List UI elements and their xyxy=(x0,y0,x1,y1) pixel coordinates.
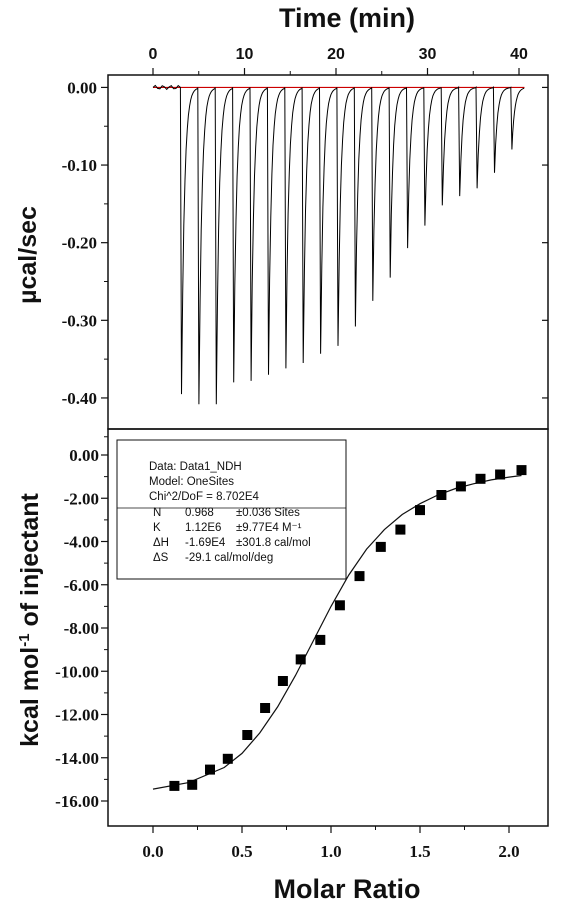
top-y-ticks: 0.00 -0.10 -0.20 -0.30 -0.40 xyxy=(62,78,548,438)
top-x-ticks: 0 10 20 30 40 xyxy=(149,46,528,75)
top-x-tick-label: 0 xyxy=(149,46,158,63)
bottom-x-tick-label: 0.5 xyxy=(231,842,252,861)
bottom-x-axis-label: Molar Ratio xyxy=(273,874,420,904)
legend-param-error: ±9.77E4 M⁻¹ xyxy=(236,522,302,534)
data-point xyxy=(455,481,466,492)
bottom-y-tick-label: -6.00 xyxy=(64,576,99,595)
data-point xyxy=(334,600,345,611)
legend-param-value: 0.968 xyxy=(185,507,214,519)
bottom-y-ticks: 0.00 -2.00 -4.00 -6.00 -8.00 -10.00 -12.00 -14.… xyxy=(55,446,108,811)
ylabel-rest: of injectant xyxy=(16,492,44,633)
legend-param-error: ±0.036 Sites xyxy=(236,507,300,519)
bottom-y-tick-label: 0.00 xyxy=(69,446,99,465)
data-point xyxy=(436,490,447,500)
bottom-x-ticks: 0.0 0.5 1.0 1.5 2.0 xyxy=(142,826,520,861)
data-point xyxy=(395,524,406,535)
data-point xyxy=(475,473,486,484)
top-y-tick-label: 0.00 xyxy=(67,78,97,97)
bottom-y-tick-label: -10.00 xyxy=(55,662,99,681)
bottom-y-tick-label: -4.00 xyxy=(64,533,99,552)
bottom-y-tick-label: -12.00 xyxy=(55,706,99,725)
bottom-x-tick-label: 0.0 xyxy=(142,842,163,861)
data-point xyxy=(495,469,506,480)
legend-line: Chi^2/DoF = 8.702E4 xyxy=(149,491,260,503)
thermogram-trace xyxy=(152,84,525,405)
data-point xyxy=(187,779,198,790)
thermogram-plot xyxy=(152,84,525,405)
bottom-y-tick-label: -8.00 xyxy=(64,619,99,638)
top-axis-title: Time (min) xyxy=(279,3,415,33)
legend-param-name: K xyxy=(153,522,161,534)
data-point xyxy=(315,634,326,645)
legend-line: Model: OneSites xyxy=(149,476,234,488)
legend-param-name: ΔS xyxy=(153,552,169,564)
data-point xyxy=(375,541,386,552)
data-point xyxy=(295,654,306,665)
isotherm-panel: 0.00 -2.00 -4.00 -6.00 -8.00 -10.00 -12.00 -14.… xyxy=(16,428,549,904)
bottom-y-tick-label: -14.00 xyxy=(55,749,99,768)
bottom-x-tick-label: 2.0 xyxy=(498,842,519,861)
top-y-tick-label: -0.20 xyxy=(62,234,97,253)
bottom-y-axis-label: kcal mol-1 of injectant xyxy=(16,492,44,746)
top-x-tick-label: 20 xyxy=(327,46,345,63)
data-point xyxy=(277,676,288,686)
top-y-tick-label: -0.10 xyxy=(62,156,97,175)
data-point xyxy=(415,505,425,516)
ylabel-superscript: -1 xyxy=(16,633,33,646)
bottom-x-tick-label: 1.5 xyxy=(409,842,430,861)
data-point xyxy=(169,780,180,791)
top-plot-frame xyxy=(107,74,549,430)
data-point xyxy=(222,753,233,764)
bottom-y-tick-label: -16.00 xyxy=(55,792,99,811)
bottom-y-tick-label: -2.00 xyxy=(64,489,99,508)
legend-param-value: -1.69E4 xyxy=(185,537,226,549)
legend-param-value: 1.12E6 xyxy=(185,522,221,534)
top-y-tick-label: -0.30 xyxy=(62,311,97,330)
top-y-axis-label: µcal/sec xyxy=(14,206,42,304)
top-x-tick-label: 30 xyxy=(419,46,437,63)
legend-param-name: N xyxy=(153,507,161,519)
legend-param-name: ΔH xyxy=(153,537,169,549)
top-x-tick-label: 10 xyxy=(236,46,254,63)
bottom-x-tick-label: 1.0 xyxy=(320,842,341,861)
legend-box xyxy=(116,439,347,580)
isotherm-plot xyxy=(152,465,527,791)
legend-param-error: ±301.8 cal/mol xyxy=(236,537,311,549)
top-x-tick-label: 40 xyxy=(510,46,528,63)
top-y-tick-label: -0.40 xyxy=(62,389,97,408)
data-point xyxy=(516,465,527,476)
fit-legend: Data: Data1_NDH Model: OneSites Chi^2/DoF … xyxy=(116,439,347,580)
data-point xyxy=(205,764,215,775)
thermogram-panel: Time (min) 0 10 20 30 40 0.00 -0.10 -0.20 -0.30… xyxy=(14,3,549,438)
data-point xyxy=(354,571,365,582)
legend-line: Data: Data1_NDH xyxy=(149,461,242,473)
fit-curve xyxy=(152,474,522,790)
data-point xyxy=(242,730,253,740)
data-point xyxy=(260,703,271,713)
ylabel-main: kcal mol xyxy=(16,647,44,747)
bottom-plot-frame xyxy=(107,428,549,827)
legend-param-value: -29.1 cal/mol/deg xyxy=(185,552,273,564)
